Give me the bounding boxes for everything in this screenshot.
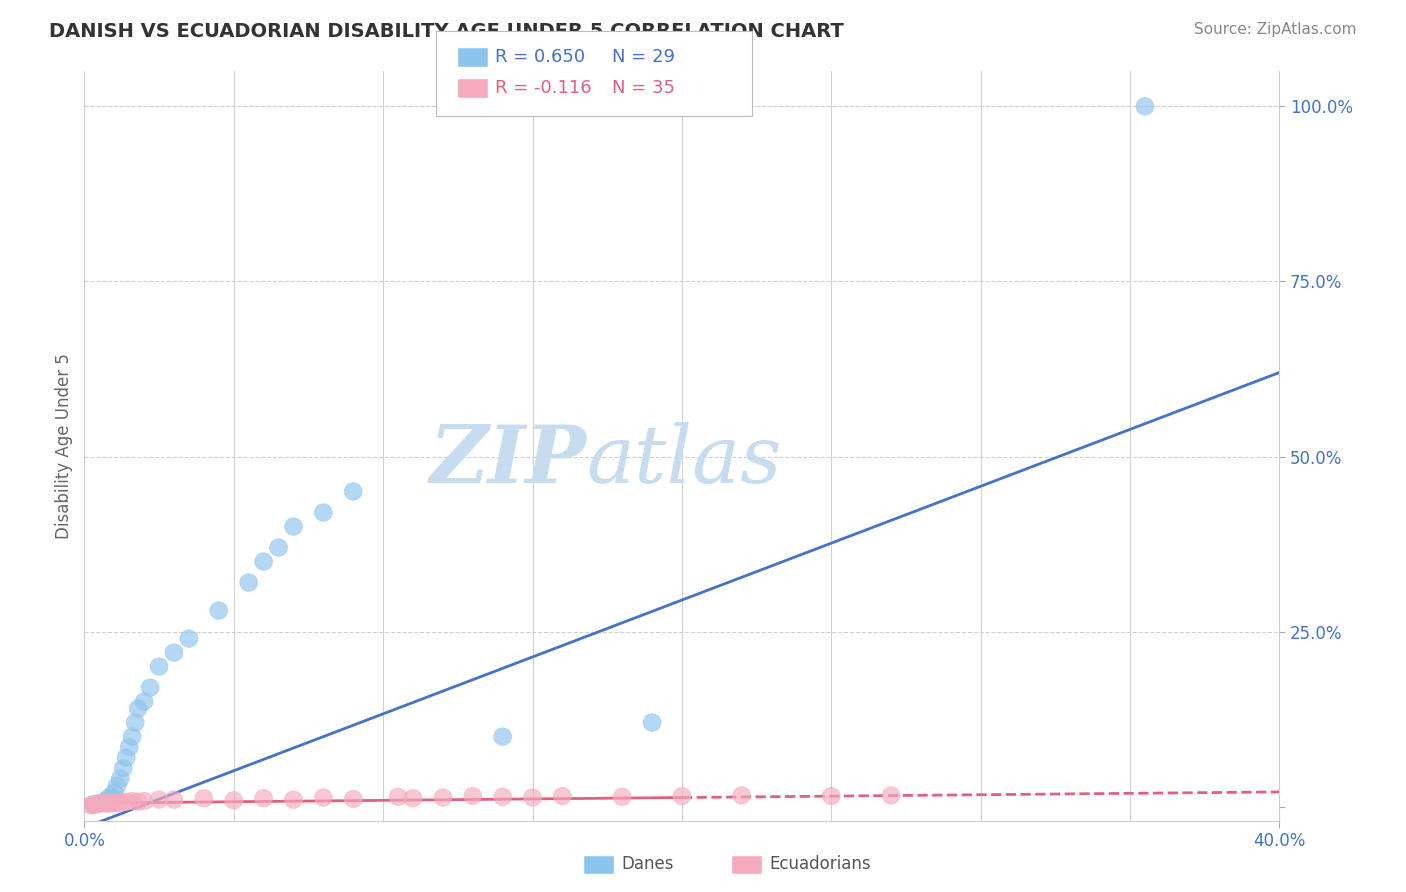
Ellipse shape [87,796,105,814]
Ellipse shape [464,788,482,805]
Ellipse shape [100,789,117,807]
Ellipse shape [127,714,145,731]
Ellipse shape [284,517,302,535]
Ellipse shape [554,788,571,805]
Ellipse shape [105,795,124,812]
Text: N = 29: N = 29 [612,48,675,66]
Text: R = 0.650: R = 0.650 [495,48,585,66]
Ellipse shape [165,644,183,661]
Ellipse shape [135,693,153,710]
Ellipse shape [344,790,363,807]
Ellipse shape [643,714,661,731]
Ellipse shape [124,728,141,746]
Ellipse shape [124,792,141,810]
Ellipse shape [103,788,121,805]
Ellipse shape [117,749,135,766]
Ellipse shape [150,657,169,675]
Ellipse shape [389,788,408,805]
Ellipse shape [103,794,121,811]
Text: atlas: atlas [586,422,782,500]
Ellipse shape [150,791,169,808]
Ellipse shape [96,792,114,810]
Ellipse shape [84,796,103,814]
Y-axis label: Disability Age Under 5: Disability Age Under 5 [55,353,73,539]
Ellipse shape [114,759,132,777]
Ellipse shape [129,793,148,811]
Ellipse shape [121,739,138,756]
Text: R = -0.116: R = -0.116 [495,79,592,97]
Ellipse shape [882,787,900,805]
Ellipse shape [209,602,228,619]
Ellipse shape [84,796,103,814]
Ellipse shape [613,788,631,805]
Ellipse shape [494,728,512,746]
Ellipse shape [823,788,841,805]
Ellipse shape [1136,97,1154,115]
Ellipse shape [195,789,212,807]
Text: DANISH VS ECUADORIAN DISABILITY AGE UNDER 5 CORRELATION CHART: DANISH VS ECUADORIAN DISABILITY AGE UNDE… [49,22,844,41]
Text: Ecuadorians: Ecuadorians [769,855,870,873]
Ellipse shape [135,792,153,810]
Ellipse shape [315,504,332,521]
Ellipse shape [344,483,363,500]
Ellipse shape [315,789,332,806]
Ellipse shape [117,793,135,811]
Ellipse shape [108,795,127,812]
Ellipse shape [100,795,117,813]
Ellipse shape [105,784,124,801]
Ellipse shape [141,679,159,697]
Ellipse shape [673,788,690,805]
Text: ZIP: ZIP [429,422,586,500]
Ellipse shape [240,574,257,591]
Ellipse shape [254,553,273,570]
Ellipse shape [254,789,273,807]
Ellipse shape [225,791,243,809]
Ellipse shape [733,787,751,805]
Ellipse shape [96,795,114,812]
Ellipse shape [93,795,111,812]
Ellipse shape [82,797,100,814]
Ellipse shape [165,791,183,808]
Ellipse shape [111,794,129,811]
Text: Danes: Danes [621,855,673,873]
Ellipse shape [90,795,108,812]
Ellipse shape [523,789,541,806]
Ellipse shape [284,791,302,808]
Ellipse shape [270,539,288,557]
Ellipse shape [404,789,422,807]
Ellipse shape [180,630,198,648]
Ellipse shape [129,700,148,717]
Ellipse shape [90,795,108,813]
Ellipse shape [108,777,127,795]
Ellipse shape [494,788,512,805]
Ellipse shape [111,770,129,788]
Ellipse shape [434,789,451,806]
Text: N = 35: N = 35 [612,79,675,97]
Text: Source: ZipAtlas.com: Source: ZipAtlas.com [1194,22,1357,37]
